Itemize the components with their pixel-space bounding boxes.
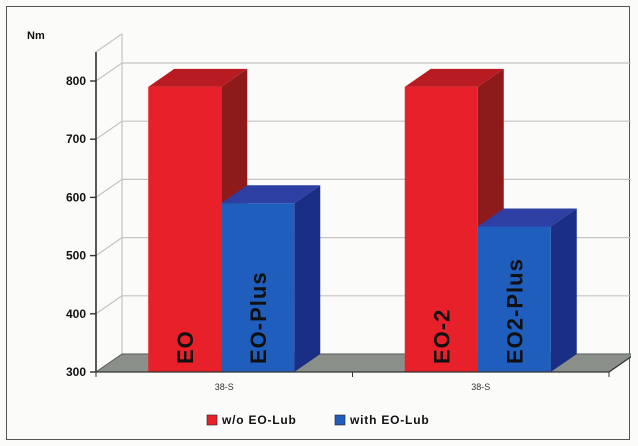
- x-tick-label: 38-S: [215, 382, 234, 392]
- bar-label: EO-Plus: [246, 271, 271, 364]
- y-axis-label: Nm: [27, 30, 45, 42]
- gridline-side-400: [95, 295, 123, 315]
- bar-top: [477, 208, 577, 227]
- bar-front: [477, 226, 551, 372]
- bar-label: EO-2: [429, 309, 454, 364]
- bar-top: [221, 185, 321, 204]
- bar-side: [294, 185, 321, 372]
- y-tick-label: 500: [66, 249, 86, 263]
- x-tick-label: 38-S: [471, 382, 490, 392]
- bar-front: [221, 203, 295, 372]
- y-tick-label: 800: [66, 74, 86, 88]
- y-tick-label: 600: [66, 190, 86, 204]
- y-tick-label: 700: [66, 132, 86, 146]
- legend-label: with EO-Lub: [349, 413, 429, 427]
- bar-front: [148, 86, 222, 372]
- bar-with-eo-lub-0: EO-Plus: [221, 185, 321, 372]
- chart-frame: EO EO-Plus EO-2 EO2-Plus 38-S 38-S 300 400 500 6…: [6, 6, 631, 440]
- legend: w/o EO-Lub with EO-Lub: [206, 413, 429, 427]
- legend-label: w/o EO-Lub: [221, 413, 297, 427]
- axes: 38-S 38-S 300 400 500 600 700 800: [66, 33, 631, 392]
- bar-top: [404, 68, 504, 87]
- legend-swatch: [206, 414, 218, 426]
- y-axis-depth-line: [95, 33, 123, 53]
- gridline-side-700: [95, 120, 123, 140]
- bar-side: [550, 208, 577, 372]
- bar-chart: EO EO-Plus EO-2 EO2-Plus 38-S 38-S 300 400 500 6…: [27, 30, 631, 427]
- bars: EO EO-Plus EO-2 EO2-Plus: [148, 68, 577, 372]
- legend-swatch: [334, 414, 346, 426]
- gridline-side-800: [95, 62, 123, 82]
- y-tick-label: 300: [66, 365, 86, 379]
- gridline-side-600: [95, 178, 123, 198]
- bar-label: EO2-Plus: [502, 258, 527, 364]
- x-axis-depth-line: [608, 356, 631, 373]
- y-tick-label: 400: [66, 307, 86, 321]
- bar-label: EO: [173, 330, 198, 364]
- gridline-side-500: [95, 237, 123, 257]
- bar-front: [404, 86, 478, 372]
- bar-top: [148, 68, 248, 87]
- bar-with-eo-lub-1: EO2-Plus: [477, 208, 577, 372]
